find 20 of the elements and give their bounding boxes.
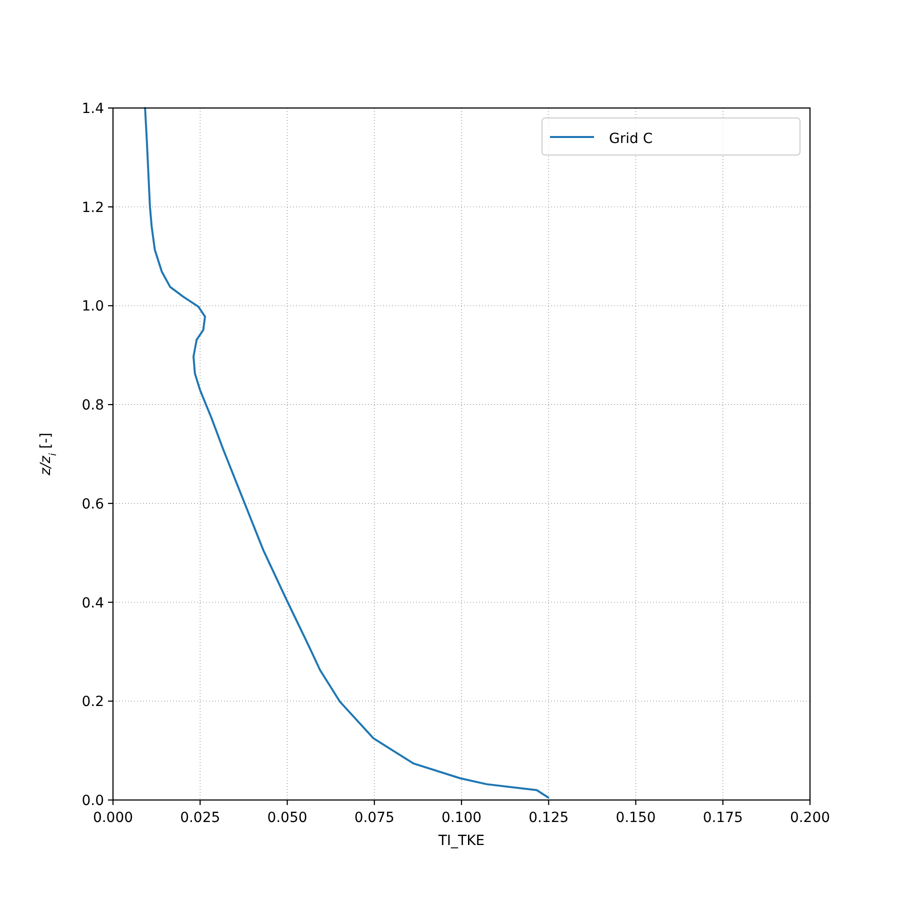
- x-tick-label: 0.075: [354, 810, 394, 826]
- x-tick-label: 0.200: [790, 810, 830, 826]
- x-tick-label: 0.000: [92, 810, 134, 826]
- x-tick-label: 0.025: [180, 810, 220, 826]
- x-tick-label: 0.050: [267, 810, 308, 826]
- y-tick-label: 1.2: [82, 200, 104, 216]
- y-tick-label: 1.0: [82, 298, 104, 315]
- y-tick-label: 1.4: [82, 101, 104, 117]
- y-tick-label: 0.4: [82, 595, 104, 612]
- x-axis-title: TI_TKE: [437, 833, 485, 849]
- x-tick-label: 0.150: [616, 810, 656, 826]
- y-tick-label: 0.2: [82, 694, 104, 710]
- x-tick-label: 0.100: [441, 810, 482, 826]
- y-tick-label: 0.6: [82, 496, 104, 512]
- x-tick-label: 0.175: [702, 810, 743, 826]
- y-tick-label: 0.8: [82, 398, 104, 414]
- line-series: [144, 107, 550, 799]
- legend-label: Grid C: [609, 131, 653, 147]
- y-tick-label: 0.0: [82, 793, 104, 809]
- x-tick-label: 0.125: [528, 810, 569, 826]
